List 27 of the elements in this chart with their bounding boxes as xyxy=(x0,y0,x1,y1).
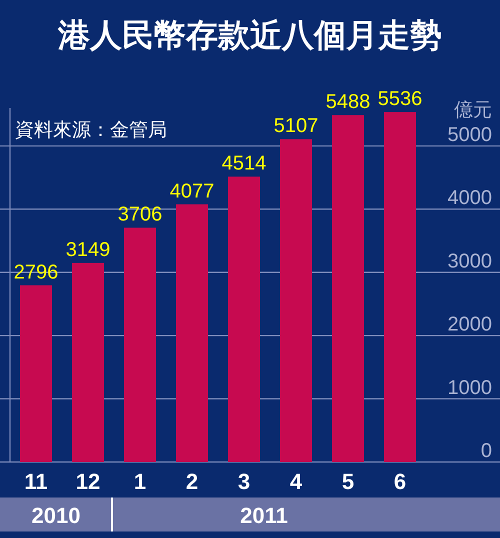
data-label: 2796 xyxy=(14,261,58,284)
text: 2011 xyxy=(240,503,288,528)
data-label: 4514 xyxy=(222,152,266,175)
x-tick-label: 1 xyxy=(134,469,146,494)
data-label: 3149 xyxy=(66,238,110,261)
x-tick-label: 12 xyxy=(76,469,100,494)
y-tick-label: 1000 xyxy=(448,376,492,399)
chart-title: 港人民幣存款近八個月走勢 xyxy=(57,16,442,54)
y-tick-label: 2000 xyxy=(448,314,492,336)
x-tick-label: 5 xyxy=(342,469,354,494)
text: 2010 xyxy=(32,503,80,528)
x-tick-label: 11 xyxy=(24,469,48,494)
y-tick-label: 5000 xyxy=(448,124,492,146)
data-label: 5107 xyxy=(274,115,318,138)
data-label: 4077 xyxy=(170,180,214,202)
y-tick-label: 3000 xyxy=(448,250,492,272)
annotation: 資料來源：金管局 xyxy=(15,119,167,141)
x-tick-label: 2 xyxy=(186,469,198,494)
x-tick-label: 4 xyxy=(290,469,303,494)
data-label: 3706 xyxy=(118,204,162,226)
y-tick-label: 4000 xyxy=(448,187,492,210)
data-label: 5488 xyxy=(326,91,370,114)
data-label: 5536 xyxy=(378,88,422,110)
x-tick-label: 3 xyxy=(238,469,250,494)
y-axis-title: 億元 xyxy=(454,98,492,121)
x-tick-label: 6 xyxy=(394,469,406,494)
y-tick-label: 0 xyxy=(480,440,492,462)
